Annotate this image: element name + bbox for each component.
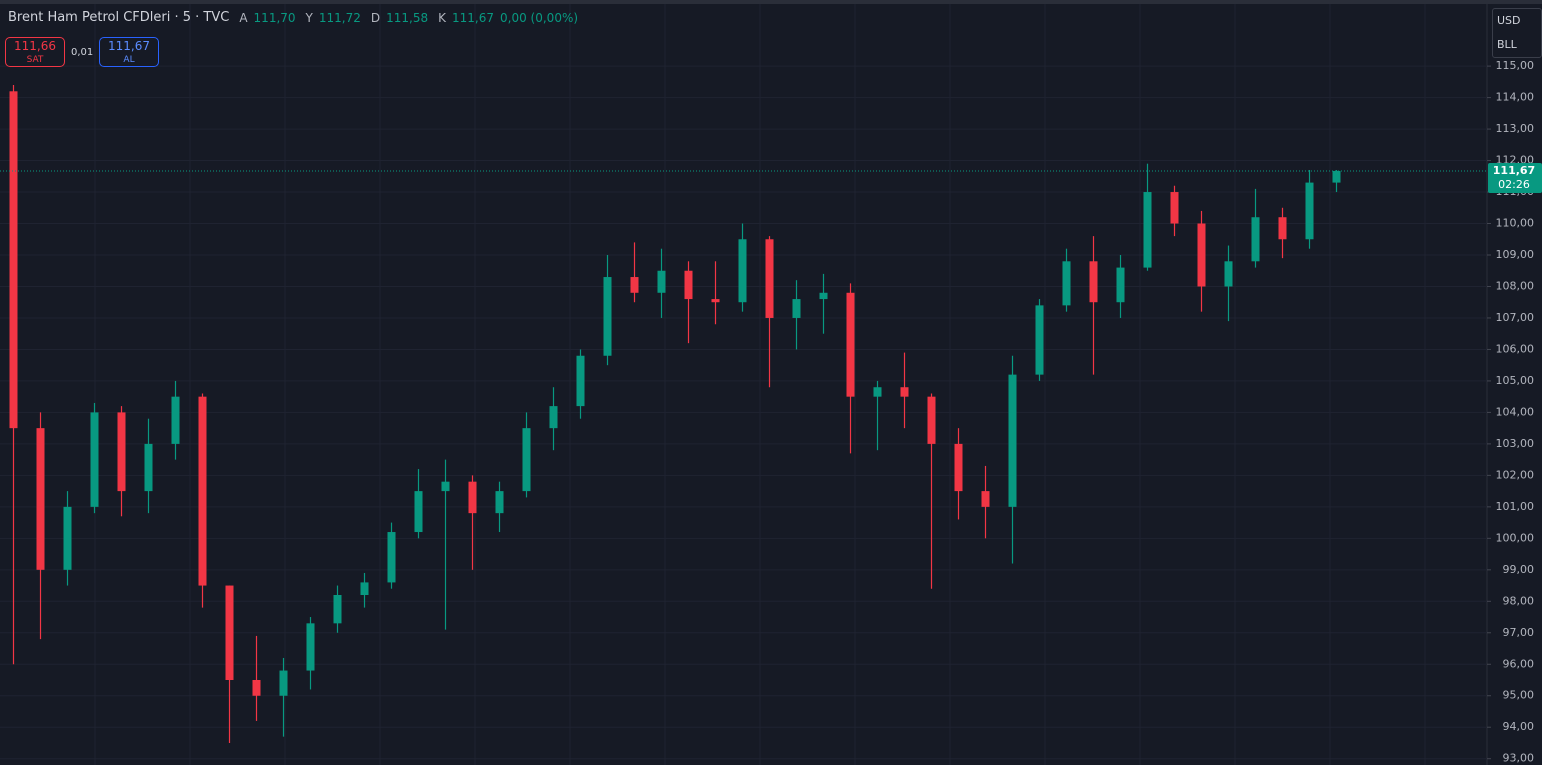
candle-body bbox=[711, 299, 720, 303]
candle-body bbox=[63, 506, 72, 570]
symbol[interactable]: Brent Ham Petrol CFDleri · 5 · TVC bbox=[8, 10, 230, 25]
y-tick-label: 100,00 bbox=[1496, 531, 1535, 544]
candle-body bbox=[144, 443, 153, 492]
candle-body bbox=[1278, 217, 1287, 240]
spread: 0,01 bbox=[71, 46, 94, 58]
candle-body bbox=[603, 277, 612, 356]
y-tick-label: 97,00 bbox=[1503, 626, 1535, 639]
candle-body bbox=[684, 270, 693, 300]
candle-body bbox=[1035, 305, 1044, 375]
y-tick-label: 96,00 bbox=[1503, 657, 1535, 670]
y-tick-label: 110,00 bbox=[1496, 217, 1535, 230]
candle-body bbox=[1332, 170, 1341, 183]
candle-body bbox=[1251, 217, 1260, 262]
candle-body bbox=[9, 91, 18, 429]
candle-body bbox=[441, 481, 450, 492]
candle-body bbox=[765, 239, 774, 318]
high-value: 111,72 bbox=[318, 10, 361, 25]
candle-body bbox=[198, 396, 207, 586]
trade-panel: 111,66 SAT 0,01 111,67 AL bbox=[5, 37, 159, 67]
candle-body bbox=[171, 396, 180, 444]
y-tick-label: 94,00 bbox=[1503, 720, 1535, 733]
candle-body bbox=[522, 428, 531, 492]
y-tick-label: 105,00 bbox=[1496, 374, 1535, 387]
last-price-box bbox=[1488, 162, 1542, 193]
candle-body bbox=[1143, 192, 1152, 268]
unit-select[interactable]: BLL bbox=[1497, 38, 1517, 51]
y-tick-label: 98,00 bbox=[1503, 594, 1535, 607]
close-key: K bbox=[438, 10, 447, 25]
y-tick-label: 108,00 bbox=[1496, 279, 1535, 292]
candle-body bbox=[1062, 261, 1071, 306]
candle-body bbox=[927, 396, 936, 444]
candle-body bbox=[1116, 267, 1125, 303]
y-tick-label: 101,00 bbox=[1496, 500, 1535, 513]
countdown: 02:26 bbox=[1498, 178, 1530, 191]
candle-body bbox=[873, 387, 882, 397]
candle-body bbox=[1305, 182, 1314, 240]
axis-menu: USD BLL bbox=[1492, 8, 1542, 58]
y-tick-label: 115,00 bbox=[1496, 59, 1535, 72]
candle-body bbox=[630, 277, 639, 293]
legend-bar: Brent Ham Petrol CFDleri · 5 · TVC A 111,… bbox=[8, 10, 578, 25]
candle-body bbox=[738, 239, 747, 303]
candle-body bbox=[360, 582, 369, 595]
candle-body bbox=[954, 443, 963, 492]
candle-body bbox=[1089, 261, 1098, 303]
sell-price: 111,66 bbox=[14, 39, 56, 53]
candle-body bbox=[1008, 374, 1017, 507]
close-value: 111,67 bbox=[452, 10, 495, 25]
candle-body bbox=[1197, 223, 1206, 287]
y-tick-label: 113,00 bbox=[1496, 122, 1535, 135]
y-tick-label: 93,00 bbox=[1503, 752, 1535, 765]
candle-body bbox=[279, 670, 288, 696]
high-key: Y bbox=[305, 10, 313, 25]
candle-body bbox=[333, 595, 342, 624]
top-bar bbox=[0, 0, 1542, 4]
y-tick-label: 99,00 bbox=[1503, 563, 1535, 576]
candle-body bbox=[792, 299, 801, 318]
currency-select[interactable]: USD bbox=[1497, 14, 1521, 27]
candle-body bbox=[90, 412, 99, 507]
y-tick-label: 103,00 bbox=[1496, 437, 1535, 450]
y-tick-label: 95,00 bbox=[1503, 689, 1535, 702]
y-tick-label: 109,00 bbox=[1496, 248, 1535, 261]
candle-body bbox=[846, 292, 855, 397]
candle-body bbox=[549, 406, 558, 429]
y-tick-label: 114,00 bbox=[1496, 91, 1535, 104]
candle-body bbox=[576, 355, 585, 407]
candle-body bbox=[1170, 192, 1179, 224]
candle-body bbox=[225, 585, 234, 680]
y-tick-label: 102,00 bbox=[1496, 468, 1535, 481]
low-value: 111,58 bbox=[386, 10, 429, 25]
candle-body bbox=[981, 491, 990, 507]
candle-body bbox=[414, 491, 423, 533]
candle-body bbox=[1224, 261, 1233, 287]
candle-body bbox=[387, 532, 396, 583]
candle-body bbox=[657, 270, 666, 293]
buy-label: AL bbox=[123, 55, 135, 65]
candle-body bbox=[819, 292, 828, 300]
candle-body bbox=[495, 491, 504, 514]
open-value: 111,70 bbox=[253, 10, 296, 25]
candle-body bbox=[36, 428, 45, 570]
candle-body bbox=[306, 623, 315, 671]
buy-price: 111,67 bbox=[108, 39, 150, 53]
sell-button[interactable]: 111,66 SAT bbox=[5, 37, 65, 67]
change: 0,00 (0,00%) bbox=[500, 10, 579, 25]
sell-label: SAT bbox=[26, 55, 44, 65]
candle-body bbox=[252, 680, 261, 696]
buy-button[interactable]: 111,67 AL bbox=[99, 37, 159, 67]
y-tick-label: 107,00 bbox=[1496, 311, 1535, 324]
candle-body bbox=[117, 412, 126, 492]
low-key: D bbox=[370, 10, 381, 25]
candle-body bbox=[900, 387, 909, 397]
candle-body bbox=[468, 481, 477, 514]
y-tick-label: 104,00 bbox=[1496, 405, 1535, 418]
last-price-label: 111,67 bbox=[1493, 164, 1535, 177]
open-key: A bbox=[239, 10, 248, 25]
y-tick-label: 106,00 bbox=[1496, 342, 1535, 355]
